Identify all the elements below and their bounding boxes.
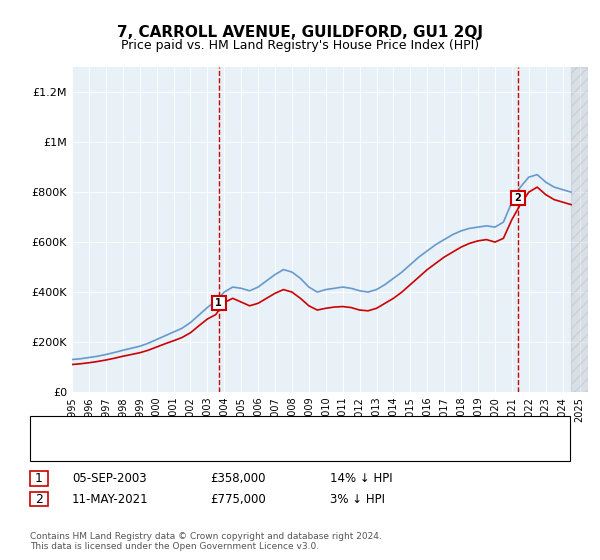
Text: 11-MAY-2021: 11-MAY-2021 <box>72 493 149 506</box>
Text: Price paid vs. HM Land Registry's House Price Index (HPI): Price paid vs. HM Land Registry's House … <box>121 39 479 52</box>
Text: 05-SEP-2003: 05-SEP-2003 <box>72 472 146 486</box>
Text: HPI: Average price, detached house, Guildford: HPI: Average price, detached house, Guil… <box>69 437 310 447</box>
Text: Contains HM Land Registry data © Crown copyright and database right 2024.
This d: Contains HM Land Registry data © Crown c… <box>30 532 382 552</box>
Text: 3% ↓ HPI: 3% ↓ HPI <box>330 493 385 506</box>
Text: 14% ↓ HPI: 14% ↓ HPI <box>330 472 392 486</box>
Text: £358,000: £358,000 <box>210 472 265 486</box>
Text: £775,000: £775,000 <box>210 493 266 506</box>
Text: 1: 1 <box>35 472 43 486</box>
Text: 1: 1 <box>215 297 222 307</box>
Text: 7, CARROLL AVENUE, GUILDFORD, GU1 2QJ (detached house): 7, CARROLL AVENUE, GUILDFORD, GU1 2QJ (d… <box>69 421 389 431</box>
Text: 2: 2 <box>515 193 521 203</box>
Bar <box>571 67 588 392</box>
Text: —: — <box>48 419 62 432</box>
Text: 7, CARROLL AVENUE, GUILDFORD, GU1 2QJ: 7, CARROLL AVENUE, GUILDFORD, GU1 2QJ <box>117 25 483 40</box>
Text: 2: 2 <box>35 493 43 506</box>
Text: —: — <box>48 436 62 449</box>
